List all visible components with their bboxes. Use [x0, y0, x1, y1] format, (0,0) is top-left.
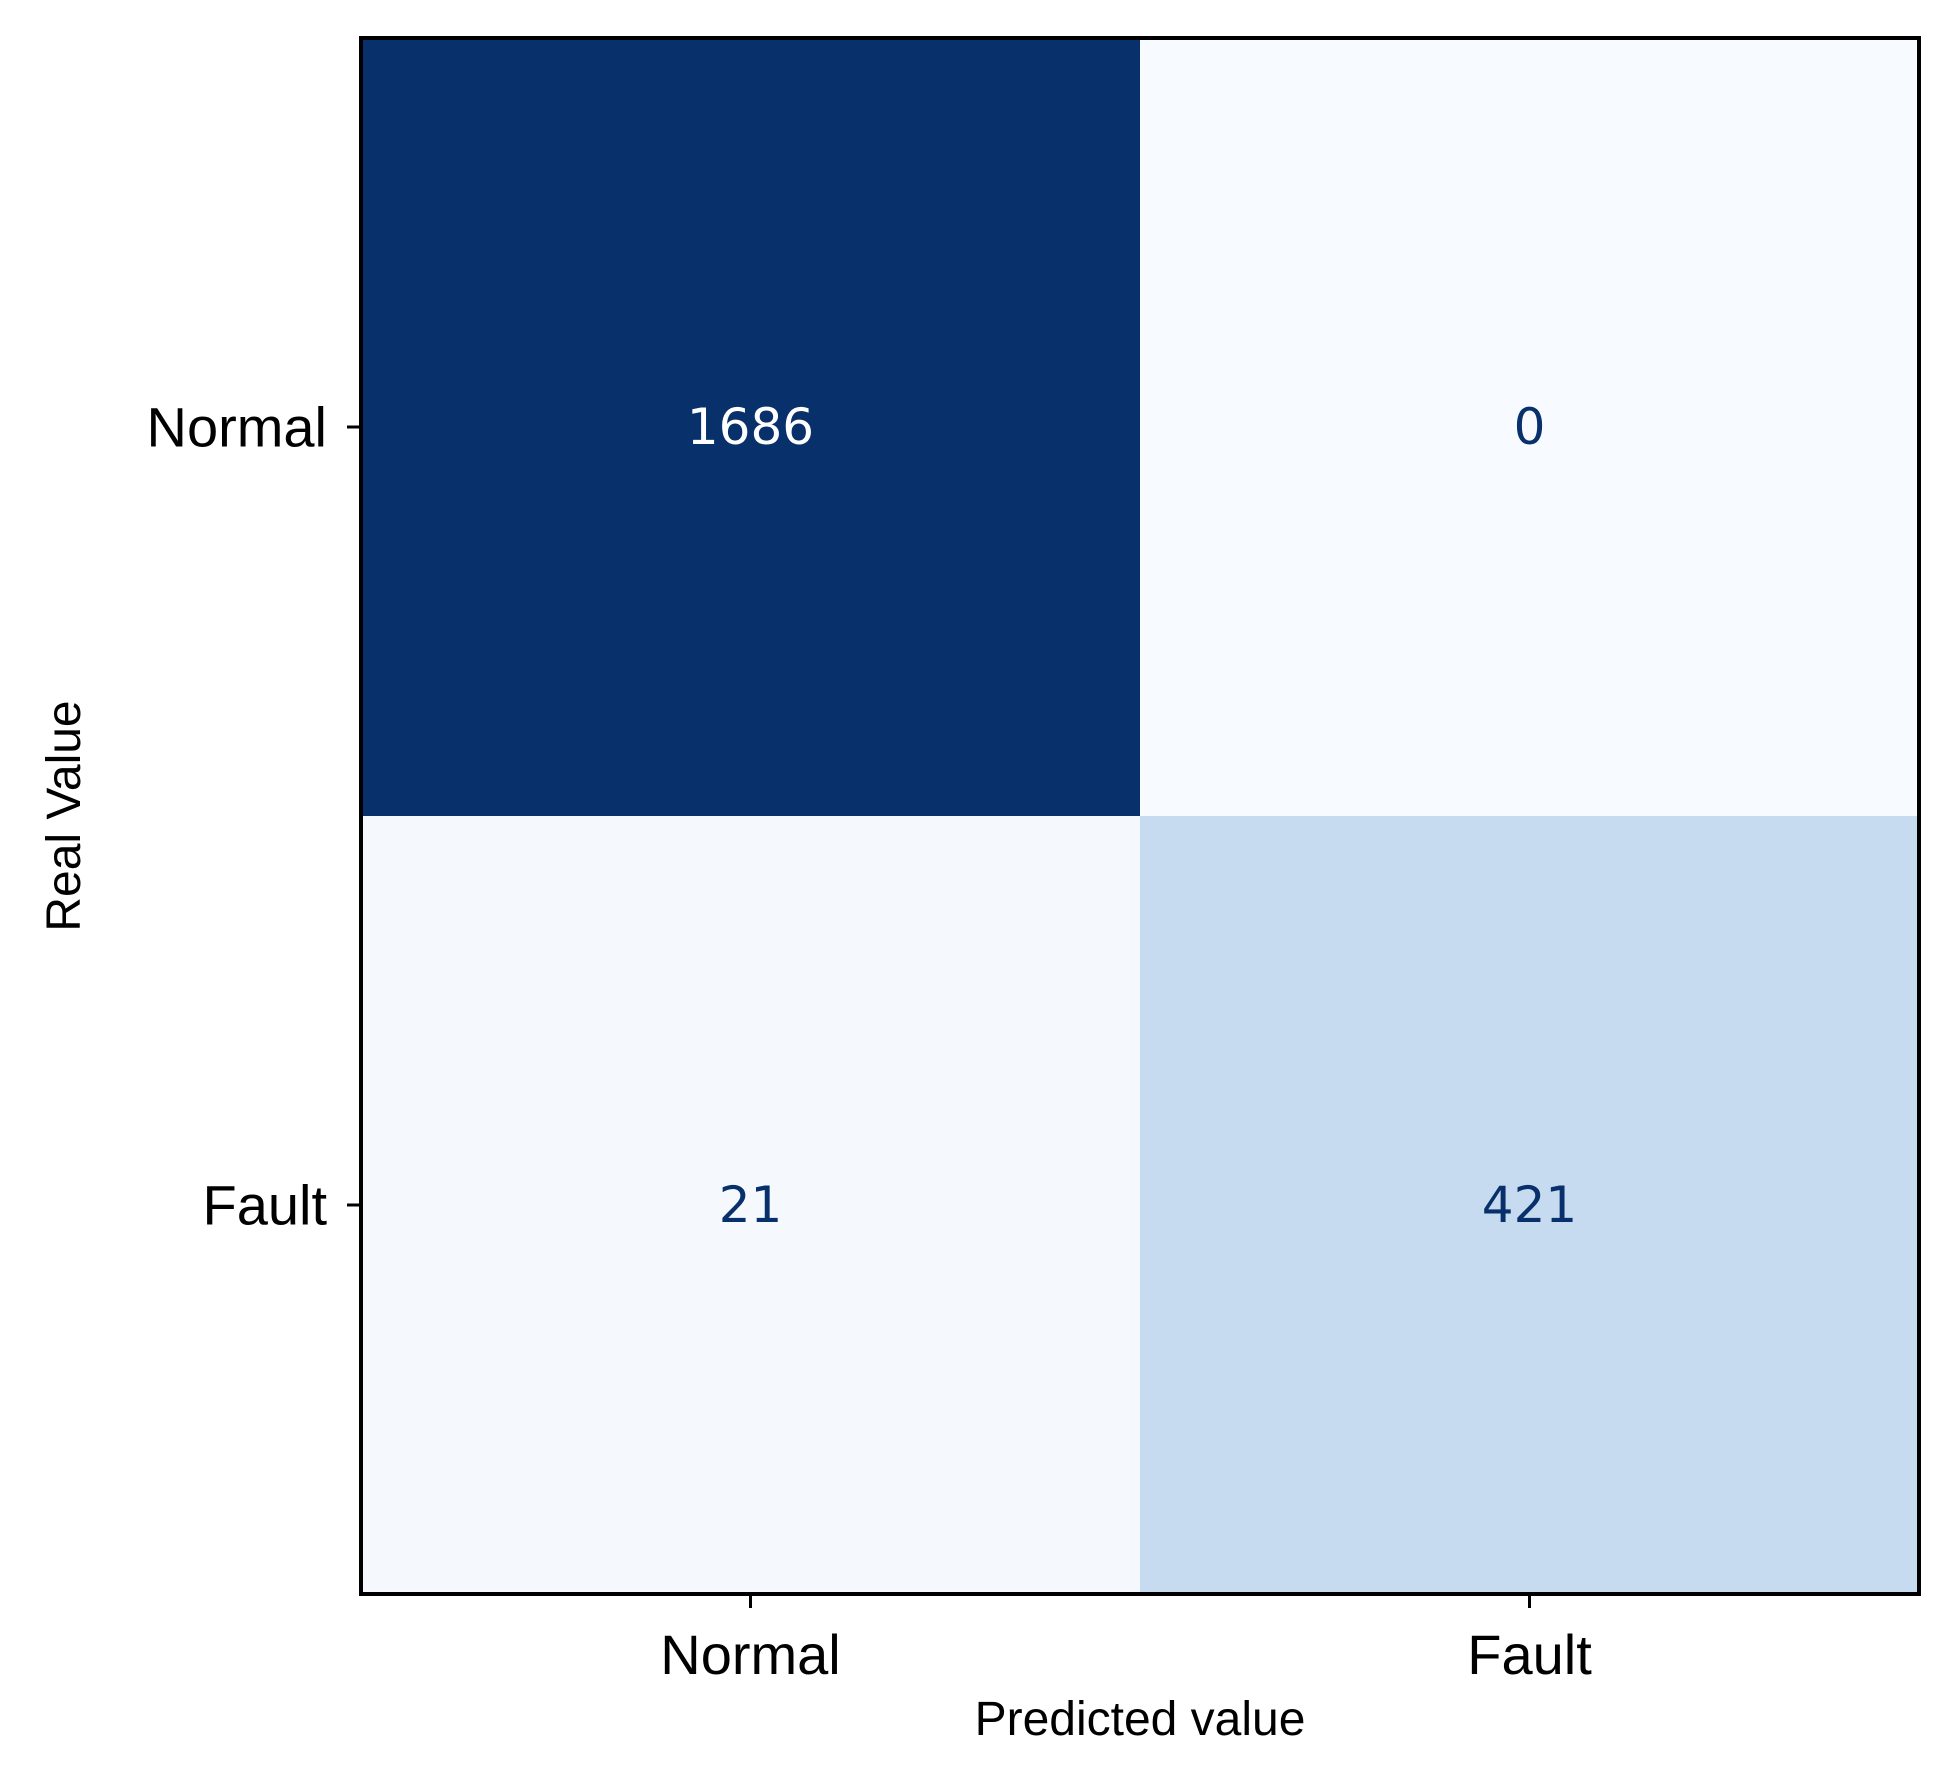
matrix-cell-normal-fault: [1140, 38, 1920, 817]
y-tick-label: Fault: [203, 1174, 328, 1237]
matrix-cell-fault-fault: [1140, 816, 1920, 1595]
x-axis-label: Predicted value: [975, 1693, 1306, 1746]
plot-frame: [359, 36, 1921, 1596]
matrix-cells: [361, 38, 1920, 1595]
matrix-cell-value: 21: [719, 1176, 783, 1234]
matrix-cell-value: 421: [1482, 1176, 1577, 1234]
y-axis-label: Real Value: [38, 700, 91, 931]
matrix-cell-fault-normal: [361, 816, 1141, 1595]
matrix-cell-values: 1686 0 21 421: [687, 398, 1577, 1234]
axis-ticks: Normal Fault Normal Fault: [147, 396, 1593, 1687]
y-tick-label: Normal: [147, 396, 327, 459]
matrix-cell-value: 1686: [687, 398, 814, 456]
x-tick-label: Normal: [660, 1623, 840, 1686]
matrix-cell-normal-normal: [361, 38, 1141, 817]
matrix-cell-value: 0: [1514, 398, 1546, 456]
x-tick-label: Fault: [1467, 1623, 1592, 1686]
